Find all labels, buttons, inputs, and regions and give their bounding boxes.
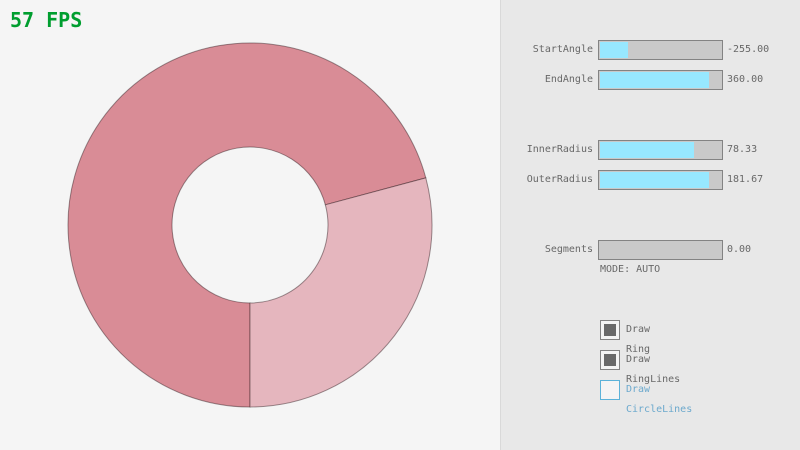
draw-ringlines-checkbox[interactable] bbox=[600, 350, 620, 370]
segments-slider[interactable] bbox=[598, 240, 723, 260]
outerradius-value: 181.67 bbox=[727, 174, 764, 185]
check-mark bbox=[604, 354, 616, 366]
startangle-value: -255.00 bbox=[727, 44, 770, 55]
startangle-slider[interactable] bbox=[598, 40, 723, 60]
checkbox-row-draw-ring: Draw Ring bbox=[0, 320, 650, 355]
endangle-value: 360.00 bbox=[727, 74, 764, 85]
fps-counter: 57 FPS bbox=[10, 8, 83, 32]
ring-single-segment bbox=[249, 177, 433, 408]
draw-ring-checkbox[interactable] bbox=[600, 320, 620, 340]
slider-row-outerradius: OuterRadius 181.67 bbox=[0, 170, 800, 190]
segments-mode-text: MODE: AUTO bbox=[600, 264, 661, 275]
segments-value: 0.00 bbox=[727, 244, 752, 255]
ring-canvas bbox=[67, 42, 433, 408]
slider-fill bbox=[600, 172, 709, 188]
innerradius-slider[interactable] bbox=[598, 140, 723, 160]
slider-fill bbox=[600, 72, 709, 88]
innerradius-label: InnerRadius bbox=[526, 144, 593, 155]
slider-row-startangle: StartAngle -255.00 bbox=[0, 40, 800, 60]
endangle-slider[interactable] bbox=[598, 70, 723, 90]
outerradius-label: OuterRadius bbox=[526, 174, 593, 185]
slider-fill bbox=[600, 142, 695, 158]
segments-label: Segments bbox=[544, 244, 593, 255]
slider-fill bbox=[600, 42, 628, 58]
outerradius-slider[interactable] bbox=[598, 170, 723, 190]
draw-circlelines-checkbox[interactable] bbox=[600, 380, 620, 400]
slider-row-endangle: EndAngle 360.00 bbox=[0, 70, 800, 90]
ring-overlap-segment bbox=[67, 42, 427, 408]
endangle-label: EndAngle bbox=[544, 74, 593, 85]
slider-row-innerradius: InnerRadius 78.33 bbox=[0, 140, 800, 160]
startangle-label: StartAngle bbox=[532, 44, 593, 55]
checkbox-row-draw-circlelines: Draw CircleLines bbox=[0, 380, 692, 415]
innerradius-value: 78.33 bbox=[727, 144, 758, 155]
draw-ringlines-label: Draw RingLines bbox=[626, 354, 681, 385]
checkbox-row-draw-ringlines: Draw RingLines bbox=[0, 350, 680, 385]
draw-ring-label: Draw Ring bbox=[626, 324, 651, 355]
check-mark bbox=[604, 324, 616, 336]
draw-circlelines-label: Draw CircleLines bbox=[626, 384, 693, 415]
slider-row-segments: Segments 0.00 bbox=[0, 240, 800, 260]
